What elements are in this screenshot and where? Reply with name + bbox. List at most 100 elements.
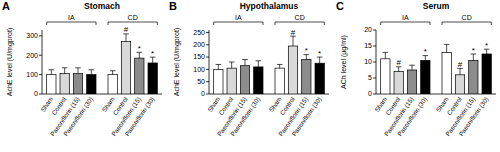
error-line: [279, 64, 280, 68]
x-tick-label: Paeoniflorin (30): [123, 96, 156, 138]
error-line: [306, 55, 307, 60]
bar: [455, 75, 464, 94]
error-line: [152, 57, 153, 63]
y-tick-label: 0: [34, 90, 38, 97]
annotation: *: [472, 46, 475, 55]
bar: [47, 75, 56, 94]
group-label: IA: [235, 14, 242, 21]
group-label: IA: [68, 14, 75, 21]
bar: [288, 46, 297, 94]
bar: [227, 68, 236, 94]
panel: CSerumACh level (µg/ml)05101520Sham#Cont…: [336, 0, 496, 138]
annotation: *: [305, 46, 308, 55]
bar: [148, 63, 157, 94]
y-tick: [39, 55, 42, 56]
error-cap: [444, 44, 450, 45]
y-tick: [39, 35, 42, 36]
error-line: [460, 68, 461, 74]
y-tick: [206, 69, 209, 70]
bar: [442, 52, 451, 94]
error-bar: [396, 67, 402, 72]
bar: [73, 74, 82, 94]
group-bracket: [47, 22, 96, 25]
group-label: CD: [128, 14, 138, 21]
bar: [407, 70, 416, 94]
y-axis: [209, 30, 210, 94]
error-cap: [49, 69, 55, 70]
error-line: [385, 52, 386, 58]
error-bar: [216, 64, 222, 69]
bar: [60, 74, 69, 94]
error-line: [293, 36, 294, 46]
title: Hypothalamus: [240, 1, 299, 11]
y-tick: [206, 57, 209, 58]
panel-label: B: [169, 0, 177, 12]
y-tick-label: 10: [364, 58, 372, 65]
y-tick-label: 100: [26, 71, 38, 78]
y-tick: [373, 46, 376, 47]
group-label: CD: [462, 14, 472, 21]
y-tick-label: 150: [193, 53, 205, 60]
annotation: *: [318, 49, 321, 58]
group-bracket: [214, 22, 263, 25]
error-bar: [409, 65, 415, 70]
error-line: [78, 68, 79, 74]
annotation: *: [485, 41, 488, 50]
bar: [275, 68, 284, 94]
error-bar: [471, 54, 477, 60]
group-label: IA: [402, 14, 409, 21]
error-bar: [304, 55, 310, 60]
error-bar: [457, 68, 463, 74]
error-cap: [89, 69, 95, 70]
y-tick-label: 300: [26, 32, 38, 39]
panel-label: C: [336, 0, 344, 12]
y-tick-label: 20: [364, 26, 372, 33]
title: Stomach: [84, 1, 120, 11]
error-cap: [256, 60, 262, 61]
error-line: [412, 65, 413, 70]
error-line: [231, 62, 232, 68]
error-bar: [484, 49, 490, 54]
error-bar: [89, 70, 95, 75]
error-cap: [229, 62, 235, 63]
error-bar: [383, 52, 389, 58]
error-cap: [110, 70, 116, 71]
y-tick-label: 0: [201, 90, 205, 97]
error-bar: [137, 52, 143, 58]
error-line: [64, 68, 65, 74]
group-bracket: [275, 22, 324, 25]
bar: [254, 67, 263, 94]
group-bracket: [381, 22, 430, 25]
error-line: [112, 71, 113, 75]
error-bar: [123, 34, 129, 42]
group-bracket: [442, 22, 491, 25]
error-line: [258, 61, 259, 67]
x-tick-label: Paeoniflorin (30): [457, 96, 490, 138]
x-tick-label: Paeoniflorin (30): [62, 96, 95, 138]
error-bar: [62, 68, 68, 74]
y-tick-label: 200: [193, 41, 205, 48]
bar: [482, 54, 491, 94]
marks: [214, 36, 325, 94]
annotation: #: [124, 25, 129, 34]
y-tick-label: 0: [368, 90, 372, 97]
bar: [421, 60, 430, 94]
error-line: [486, 49, 487, 54]
y-tick: [39, 74, 42, 75]
y-tick-label: 5: [368, 74, 372, 81]
annotation: #: [458, 60, 463, 69]
error-bar: [110, 71, 116, 75]
y-tick: [206, 44, 209, 45]
bar: [121, 42, 130, 94]
error-line: [126, 34, 127, 42]
error-cap: [216, 64, 222, 65]
figure: AStomachAchE level (U/mgprot)0100200300S…: [0, 0, 500, 152]
error-bar: [290, 36, 296, 46]
bar: [240, 66, 249, 94]
y-tick: [39, 94, 42, 95]
error-bar: [317, 57, 323, 63]
panel: AStomachAchE level (U/mgprot)0100200300S…: [2, 0, 162, 138]
bar: [302, 60, 311, 94]
y-tick-label: 15: [364, 42, 372, 49]
error-line: [91, 70, 92, 75]
